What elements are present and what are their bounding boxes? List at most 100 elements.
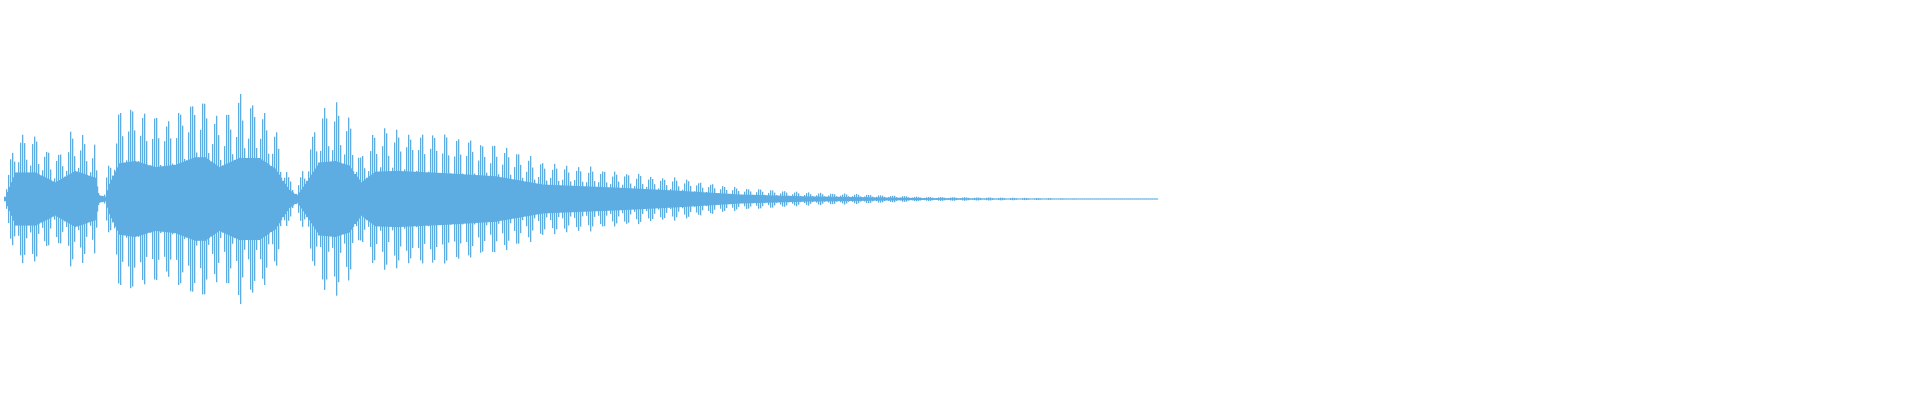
waveform-core-band — [110, 179, 113, 219]
waveform-core-band — [1086, 198, 1089, 200]
waveform-core-band — [508, 178, 511, 220]
waveform-core-band — [76, 171, 79, 227]
waveform-core-band — [1136, 198, 1139, 200]
waveform-core-band — [200, 157, 203, 241]
waveform-core-band — [734, 194, 737, 204]
waveform-core-band — [784, 195, 787, 203]
waveform-core-band — [476, 175, 479, 223]
waveform-core-band — [624, 188, 627, 210]
waveform-core-band — [236, 158, 239, 240]
waveform-core-band — [730, 193, 733, 205]
waveform-core-band — [150, 165, 153, 233]
waveform-core-band — [1092, 198, 1095, 200]
waveform-core-band — [142, 163, 145, 235]
waveform-core-band — [596, 186, 599, 212]
waveform-core-band — [286, 186, 289, 212]
waveform-core-band — [518, 180, 521, 218]
waveform-core-band — [178, 163, 181, 235]
waveform-core-band — [602, 187, 605, 211]
waveform-core-band — [860, 197, 863, 201]
waveform-core-band — [462, 174, 465, 224]
waveform-core-band — [336, 161, 339, 237]
waveform-core-band — [994, 198, 997, 200]
waveform-core-band — [238, 157, 241, 241]
waveform-core-band — [1060, 198, 1063, 200]
waveform-core-band — [1070, 198, 1073, 200]
waveform-core-band — [652, 189, 655, 209]
waveform-core-band — [218, 167, 221, 231]
waveform-core-band — [402, 171, 405, 227]
waveform-core-band — [798, 196, 801, 202]
waveform-core-band — [564, 185, 567, 213]
waveform-core-band — [756, 194, 759, 204]
waveform-core-band — [208, 160, 211, 238]
waveform-core-band — [864, 197, 867, 201]
waveform-core-band — [670, 190, 673, 208]
waveform-core-band — [442, 173, 445, 225]
waveform-core-band — [64, 176, 67, 222]
waveform-core-band — [480, 175, 483, 223]
waveform-core-band — [48, 179, 51, 219]
waveform-core-band — [98, 195, 101, 203]
waveform-core-band — [874, 197, 877, 201]
waveform-core-band — [542, 184, 545, 214]
waveform-core-band — [718, 193, 721, 205]
waveform-core-band — [160, 166, 163, 232]
waveform-core-band — [1110, 198, 1113, 200]
waveform-core-band — [594, 186, 597, 212]
waveform-core-band — [284, 183, 287, 215]
waveform-core-band — [256, 157, 259, 241]
waveform-core-band — [642, 188, 645, 210]
waveform-core-band — [606, 187, 609, 211]
waveform-core-band — [1128, 198, 1131, 200]
waveform-core-band — [380, 171, 383, 227]
waveform-core-band — [1108, 198, 1111, 200]
waveform-core-band — [914, 197, 917, 201]
waveform-core-band — [220, 166, 223, 232]
waveform-core-band — [140, 162, 143, 236]
waveform-core-band — [1124, 198, 1127, 200]
waveform-core-band — [1052, 198, 1055, 200]
waveform-core-band — [932, 198, 935, 200]
waveform-core-band — [424, 172, 427, 226]
waveform-core-band — [128, 161, 131, 237]
waveform-core-band — [1150, 198, 1153, 200]
waveform-core-band — [416, 171, 419, 227]
waveform-core-band — [854, 197, 857, 201]
waveform-core-band — [856, 197, 859, 201]
waveform-core-band — [62, 177, 65, 221]
waveform-core-band — [314, 168, 317, 230]
waveform-core-band — [900, 197, 903, 201]
waveform-core-band — [514, 179, 517, 219]
waveform-core-band — [684, 191, 687, 207]
waveform-core-band — [524, 181, 527, 217]
waveform-core-band — [1082, 198, 1085, 200]
waveform-core-band — [400, 171, 403, 227]
waveform-core-band — [106, 190, 109, 208]
waveform-core-band — [548, 184, 551, 214]
waveform-core-band — [746, 194, 749, 204]
waveform-core-band — [340, 162, 343, 236]
waveform-core-band — [996, 198, 999, 200]
waveform-core-band — [610, 187, 613, 211]
waveform-core-band — [190, 158, 193, 240]
waveform-core-band — [1084, 198, 1087, 200]
waveform-core-band — [778, 195, 781, 203]
waveform-core-band — [376, 171, 379, 227]
waveform-core-band — [234, 159, 237, 239]
waveform-core-band — [346, 164, 349, 234]
waveform-core-band — [668, 190, 671, 208]
waveform-core-band — [554, 185, 557, 213]
waveform-core-band — [1034, 198, 1037, 200]
waveform-core-band — [556, 185, 559, 213]
waveform-core-band — [680, 190, 683, 208]
waveform-core-band — [430, 172, 433, 226]
waveform-core-band — [692, 191, 695, 207]
waveform-core-band — [1006, 198, 1009, 200]
waveform-core-band — [484, 175, 487, 223]
waveform-core-band — [844, 196, 847, 202]
waveform-core-band — [226, 163, 229, 235]
waveform-core-band — [790, 195, 793, 203]
waveform-core-band — [944, 198, 947, 200]
waveform-core-band — [892, 197, 895, 201]
